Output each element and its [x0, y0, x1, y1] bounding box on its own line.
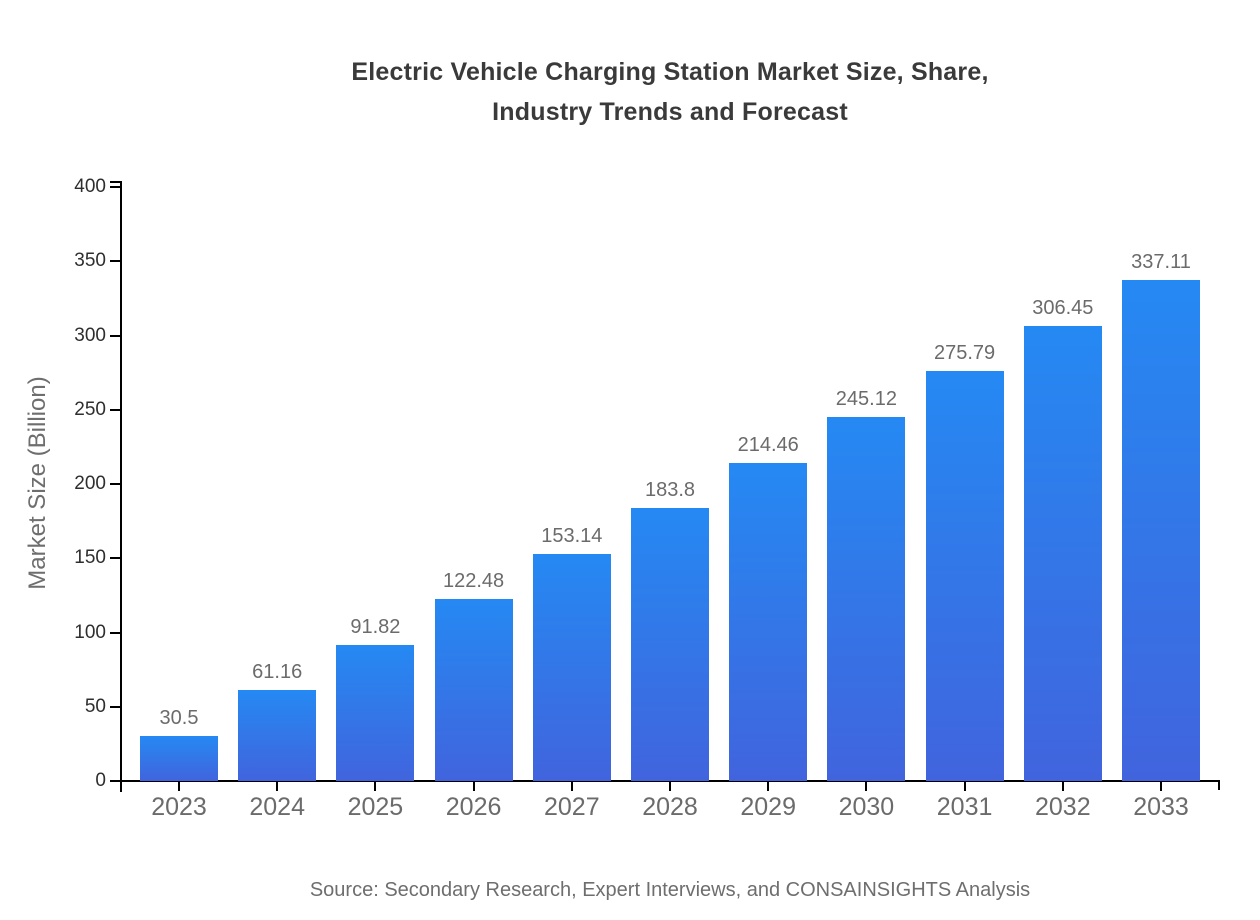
- x-tick-label: 2033: [1133, 793, 1189, 821]
- x-tick: [570, 782, 573, 791]
- bar-value-label: 30.5: [159, 706, 199, 729]
- bar: [1122, 280, 1200, 781]
- bar-value-label: 183.8: [644, 479, 696, 502]
- y-tick: [110, 780, 120, 782]
- bar: [238, 690, 317, 781]
- bar: [1023, 325, 1102, 781]
- bar: [925, 371, 1004, 781]
- bar: [827, 416, 906, 781]
- x-tick: [669, 782, 671, 791]
- x-tick: [1160, 782, 1162, 791]
- y-tick-label: 350: [74, 250, 106, 272]
- bar-value-label: 245.12: [835, 387, 897, 410]
- x-tick-label: 2029: [740, 793, 796, 821]
- x-tick-label: 2025: [347, 793, 404, 821]
- x-axis-end-cap: [1218, 780, 1220, 790]
- bar: [140, 735, 218, 781]
- y-tick-label: 200: [74, 473, 106, 494]
- y-tick-label: 300: [74, 324, 106, 346]
- bar-value-label: 61.16: [252, 661, 303, 684]
- y-tick: [110, 334, 120, 337]
- y-tick-label: 150: [74, 547, 106, 569]
- y-tick: [110, 557, 120, 560]
- x-tick-label: 2026: [445, 793, 502, 821]
- bar: [336, 644, 415, 781]
- bar: [532, 553, 611, 781]
- x-tick-label: 2023: [151, 793, 207, 821]
- x-tick: [1061, 782, 1064, 791]
- y-axis-line: [120, 181, 122, 792]
- x-axis-line: [120, 780, 1220, 782]
- x-tick: [276, 782, 279, 791]
- bar-value-label: 306.45: [1032, 296, 1094, 319]
- y-tick: [110, 408, 120, 411]
- x-tick: [472, 782, 475, 791]
- bar-value-label: 214.46: [737, 433, 799, 456]
- y-tick-label: 400: [74, 176, 106, 197]
- x-tick-label: 2030: [838, 793, 895, 821]
- y-tick: [110, 186, 120, 188]
- x-tick: [865, 782, 868, 791]
- x-tick-label: 2032: [1034, 793, 1091, 821]
- x-tick: [767, 782, 770, 791]
- x-tick-label: 2027: [543, 793, 600, 821]
- y-tick-label: 250: [74, 398, 106, 420]
- y-tick: [110, 705, 120, 708]
- bar-value-label: 337.11: [1131, 251, 1191, 274]
- bar: [434, 599, 513, 781]
- x-tick: [963, 782, 966, 791]
- bar-value-label: 122.48: [443, 570, 505, 593]
- chart-title: Electric Vehicle Charging Station Market…: [351, 58, 989, 126]
- bar: [631, 508, 709, 781]
- bar-value-label: 91.82: [350, 615, 401, 638]
- bar: [729, 462, 808, 781]
- y-tick-label: 50: [84, 695, 106, 717]
- y-axis-end-cap: [110, 181, 120, 183]
- x-tick-label: 2028: [642, 793, 698, 821]
- x-tick-label: 2024: [249, 793, 305, 821]
- x-tick: [374, 782, 377, 791]
- y-tick: [110, 631, 120, 634]
- y-tick: [110, 260, 120, 263]
- y-tick-label: 100: [74, 621, 106, 643]
- bar-value-label: 153.14: [541, 524, 603, 547]
- y-tick: [110, 483, 120, 485]
- x-tick: [178, 782, 180, 791]
- x-tick-label: 2031: [936, 793, 993, 821]
- y-tick-label: 0: [95, 770, 106, 791]
- bar-value-label: 275.79: [934, 342, 996, 365]
- source-note: Source: Secondary Research, Expert Inter…: [309, 879, 1031, 901]
